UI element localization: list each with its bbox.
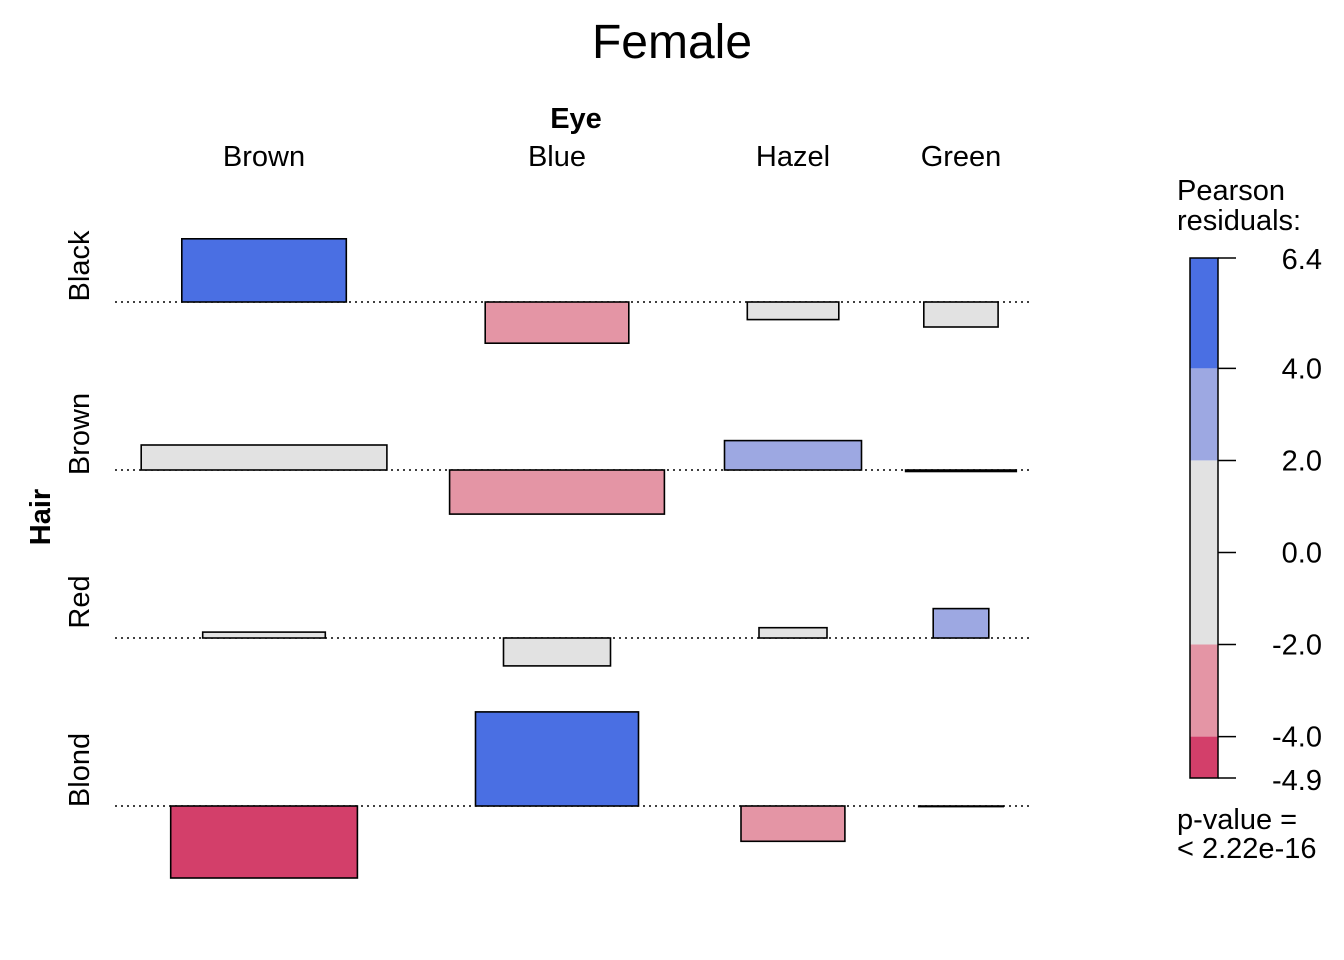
cell-black-hazel [746,301,840,321]
legend-tick-label-4: -2.0 [1272,630,1322,662]
legend-title-line2: residuals: [1177,205,1301,237]
legend-tick-label-2: 2.0 [1282,446,1322,478]
chart-title: Female [592,16,752,69]
column-label-blue: Blue [528,141,586,173]
column-labels: Brown Blue Hazel Green [223,141,1001,173]
legend-tick-label-1: 4.0 [1282,353,1322,385]
legend-band-4 [1190,736,1218,778]
legend-band-0 [1190,258,1218,369]
column-label-hazel: Hazel [756,141,830,173]
cell-brown-green [904,469,1018,473]
cell-brown-brown [140,444,388,471]
cell-red-blue [502,637,612,667]
legend-tick-label-0: 6.4 [1282,244,1322,276]
cell-black-brown [181,238,348,303]
legend-band-1 [1190,368,1218,461]
cell-blond-brown [169,805,359,879]
legend: Pearson residuals: 6.4 4.0 2.0 0.0 -2.0 -4.0 -… [1177,175,1322,865]
cell-black-green [922,301,999,328]
legend-band-2 [1190,460,1218,645]
legend-ticks: 6.4 4.0 2.0 0.0 -2.0 -4.0 -4.9 [1218,244,1322,797]
row-label-blond: Blond [64,733,96,807]
column-label-green: Green [921,141,1002,173]
legend-tick-label-3: 0.0 [1282,538,1322,570]
legend-tick-label-6: -4.9 [1272,765,1322,797]
row-label-red: Red [64,575,96,628]
row-variable-label: Hair [25,489,57,545]
cell-red-hazel [758,626,828,639]
cell-black-blue [484,301,630,345]
pvalue-line2: < 2.22e-16 [1177,833,1316,865]
row-label-black: Black [64,230,96,301]
legend-frame [1189,257,1219,779]
row-label-brown: Brown [64,393,96,475]
cell-red-brown [201,631,327,639]
cell-blond-green [917,805,1005,808]
legend-color-bands [1190,258,1218,778]
residual-cells [140,238,1018,879]
column-label-brown: Brown [223,141,305,173]
cell-blond-hazel [740,805,846,843]
cell-brown-blue [448,469,666,515]
legend-band-3 [1190,644,1218,737]
legend-tick-label-5: -4.0 [1272,722,1322,754]
row-labels: Black Brown Red Blond [64,230,96,807]
legend-title-line1: Pearson [1177,175,1285,207]
column-variable-label: Eye [550,103,602,135]
pvalue-line1: p-value = [1177,804,1297,836]
cell-blond-blue [474,711,640,807]
cell-red-green [932,607,990,639]
cell-brown-hazel [723,439,863,471]
